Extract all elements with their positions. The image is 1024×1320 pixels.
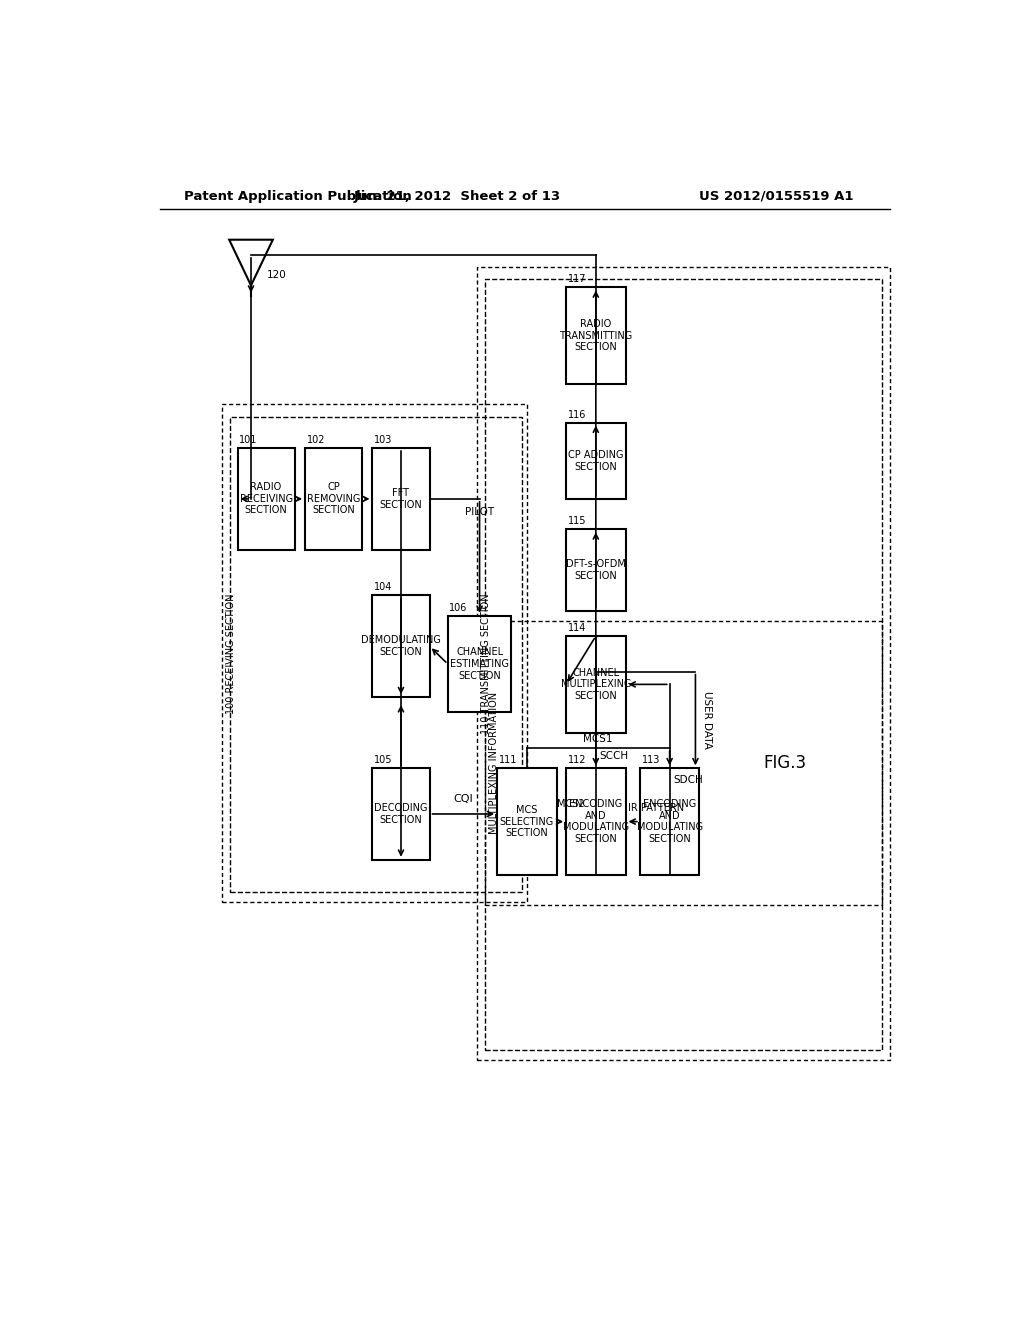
FancyBboxPatch shape [373, 768, 430, 859]
FancyBboxPatch shape [566, 529, 626, 611]
Text: 103: 103 [374, 436, 392, 445]
Text: US 2012/0155519 A1: US 2012/0155519 A1 [699, 190, 854, 202]
FancyBboxPatch shape [305, 447, 362, 549]
Text: 110 TRANSMITTING SECTION: 110 TRANSMITTING SECTION [481, 593, 492, 734]
Text: IR PATTERN: IR PATTERN [628, 804, 684, 813]
FancyBboxPatch shape [238, 447, 295, 549]
Text: 117: 117 [567, 275, 586, 284]
Text: CP
REMOVING
SECTION: CP REMOVING SECTION [307, 482, 360, 516]
Text: SDCH: SDCH [674, 775, 703, 784]
Text: ENCODING
AND
MODULATING
SECTION: ENCODING AND MODULATING SECTION [637, 799, 702, 843]
Text: RADIO
TRANSMITTING
SECTION: RADIO TRANSMITTING SECTION [559, 319, 633, 352]
FancyBboxPatch shape [566, 422, 626, 499]
Text: 112: 112 [567, 755, 586, 766]
Text: RADIO
RECEIVING
SECTION: RADIO RECEIVING SECTION [240, 482, 293, 516]
Text: 113: 113 [641, 755, 659, 766]
Text: 105: 105 [374, 755, 392, 766]
Text: CP ADDING
SECTION: CP ADDING SECTION [568, 450, 624, 471]
Text: 115: 115 [567, 516, 586, 527]
FancyBboxPatch shape [373, 595, 430, 697]
Text: 114: 114 [567, 623, 586, 634]
Text: Jun. 21, 2012  Sheet 2 of 13: Jun. 21, 2012 Sheet 2 of 13 [353, 190, 561, 202]
FancyBboxPatch shape [373, 447, 430, 549]
Text: CQI: CQI [454, 793, 473, 804]
Text: MULTIPLEXING INFORMATION: MULTIPLEXING INFORMATION [489, 692, 499, 834]
Text: 106: 106 [450, 603, 468, 612]
Text: 116: 116 [567, 409, 586, 420]
Text: SCCH: SCCH [600, 751, 629, 760]
FancyBboxPatch shape [566, 768, 626, 875]
Text: 102: 102 [306, 436, 325, 445]
Text: 101: 101 [240, 436, 257, 445]
Text: 100 RECEIVING SECTION: 100 RECEIVING SECTION [225, 593, 236, 714]
Text: DECODING
SECTION: DECODING SECTION [374, 803, 428, 825]
FancyBboxPatch shape [497, 768, 557, 875]
Text: FIG.3: FIG.3 [763, 754, 806, 772]
Text: 111: 111 [499, 755, 517, 766]
Text: DEMODULATING
SECTION: DEMODULATING SECTION [361, 635, 441, 657]
Text: DFT-s-OFDM
SECTION: DFT-s-OFDM SECTION [566, 560, 626, 581]
FancyBboxPatch shape [566, 636, 626, 733]
Text: PILOT: PILOT [465, 507, 495, 517]
Text: MCS1: MCS1 [584, 734, 613, 744]
Text: ENCODING
AND
MODULATING
SECTION: ENCODING AND MODULATING SECTION [563, 799, 629, 843]
FancyBboxPatch shape [640, 768, 699, 875]
Text: MCS2: MCS2 [557, 800, 585, 809]
FancyBboxPatch shape [566, 288, 626, 384]
Text: 104: 104 [374, 582, 392, 593]
Text: MCS
SELECTING
SECTION: MCS SELECTING SECTION [500, 805, 554, 838]
Text: Patent Application Publication: Patent Application Publication [183, 190, 412, 202]
Text: CHANNEL
ESTIMATING
SECTION: CHANNEL ESTIMATING SECTION [451, 647, 509, 681]
Text: CHANNEL
MULTIPLEXING
SECTION: CHANNEL MULTIPLEXING SECTION [560, 668, 631, 701]
Text: 120: 120 [267, 271, 287, 280]
FancyBboxPatch shape [447, 615, 511, 713]
Text: USER DATA: USER DATA [702, 692, 713, 748]
Text: FFT
SECTION: FFT SECTION [380, 488, 422, 510]
